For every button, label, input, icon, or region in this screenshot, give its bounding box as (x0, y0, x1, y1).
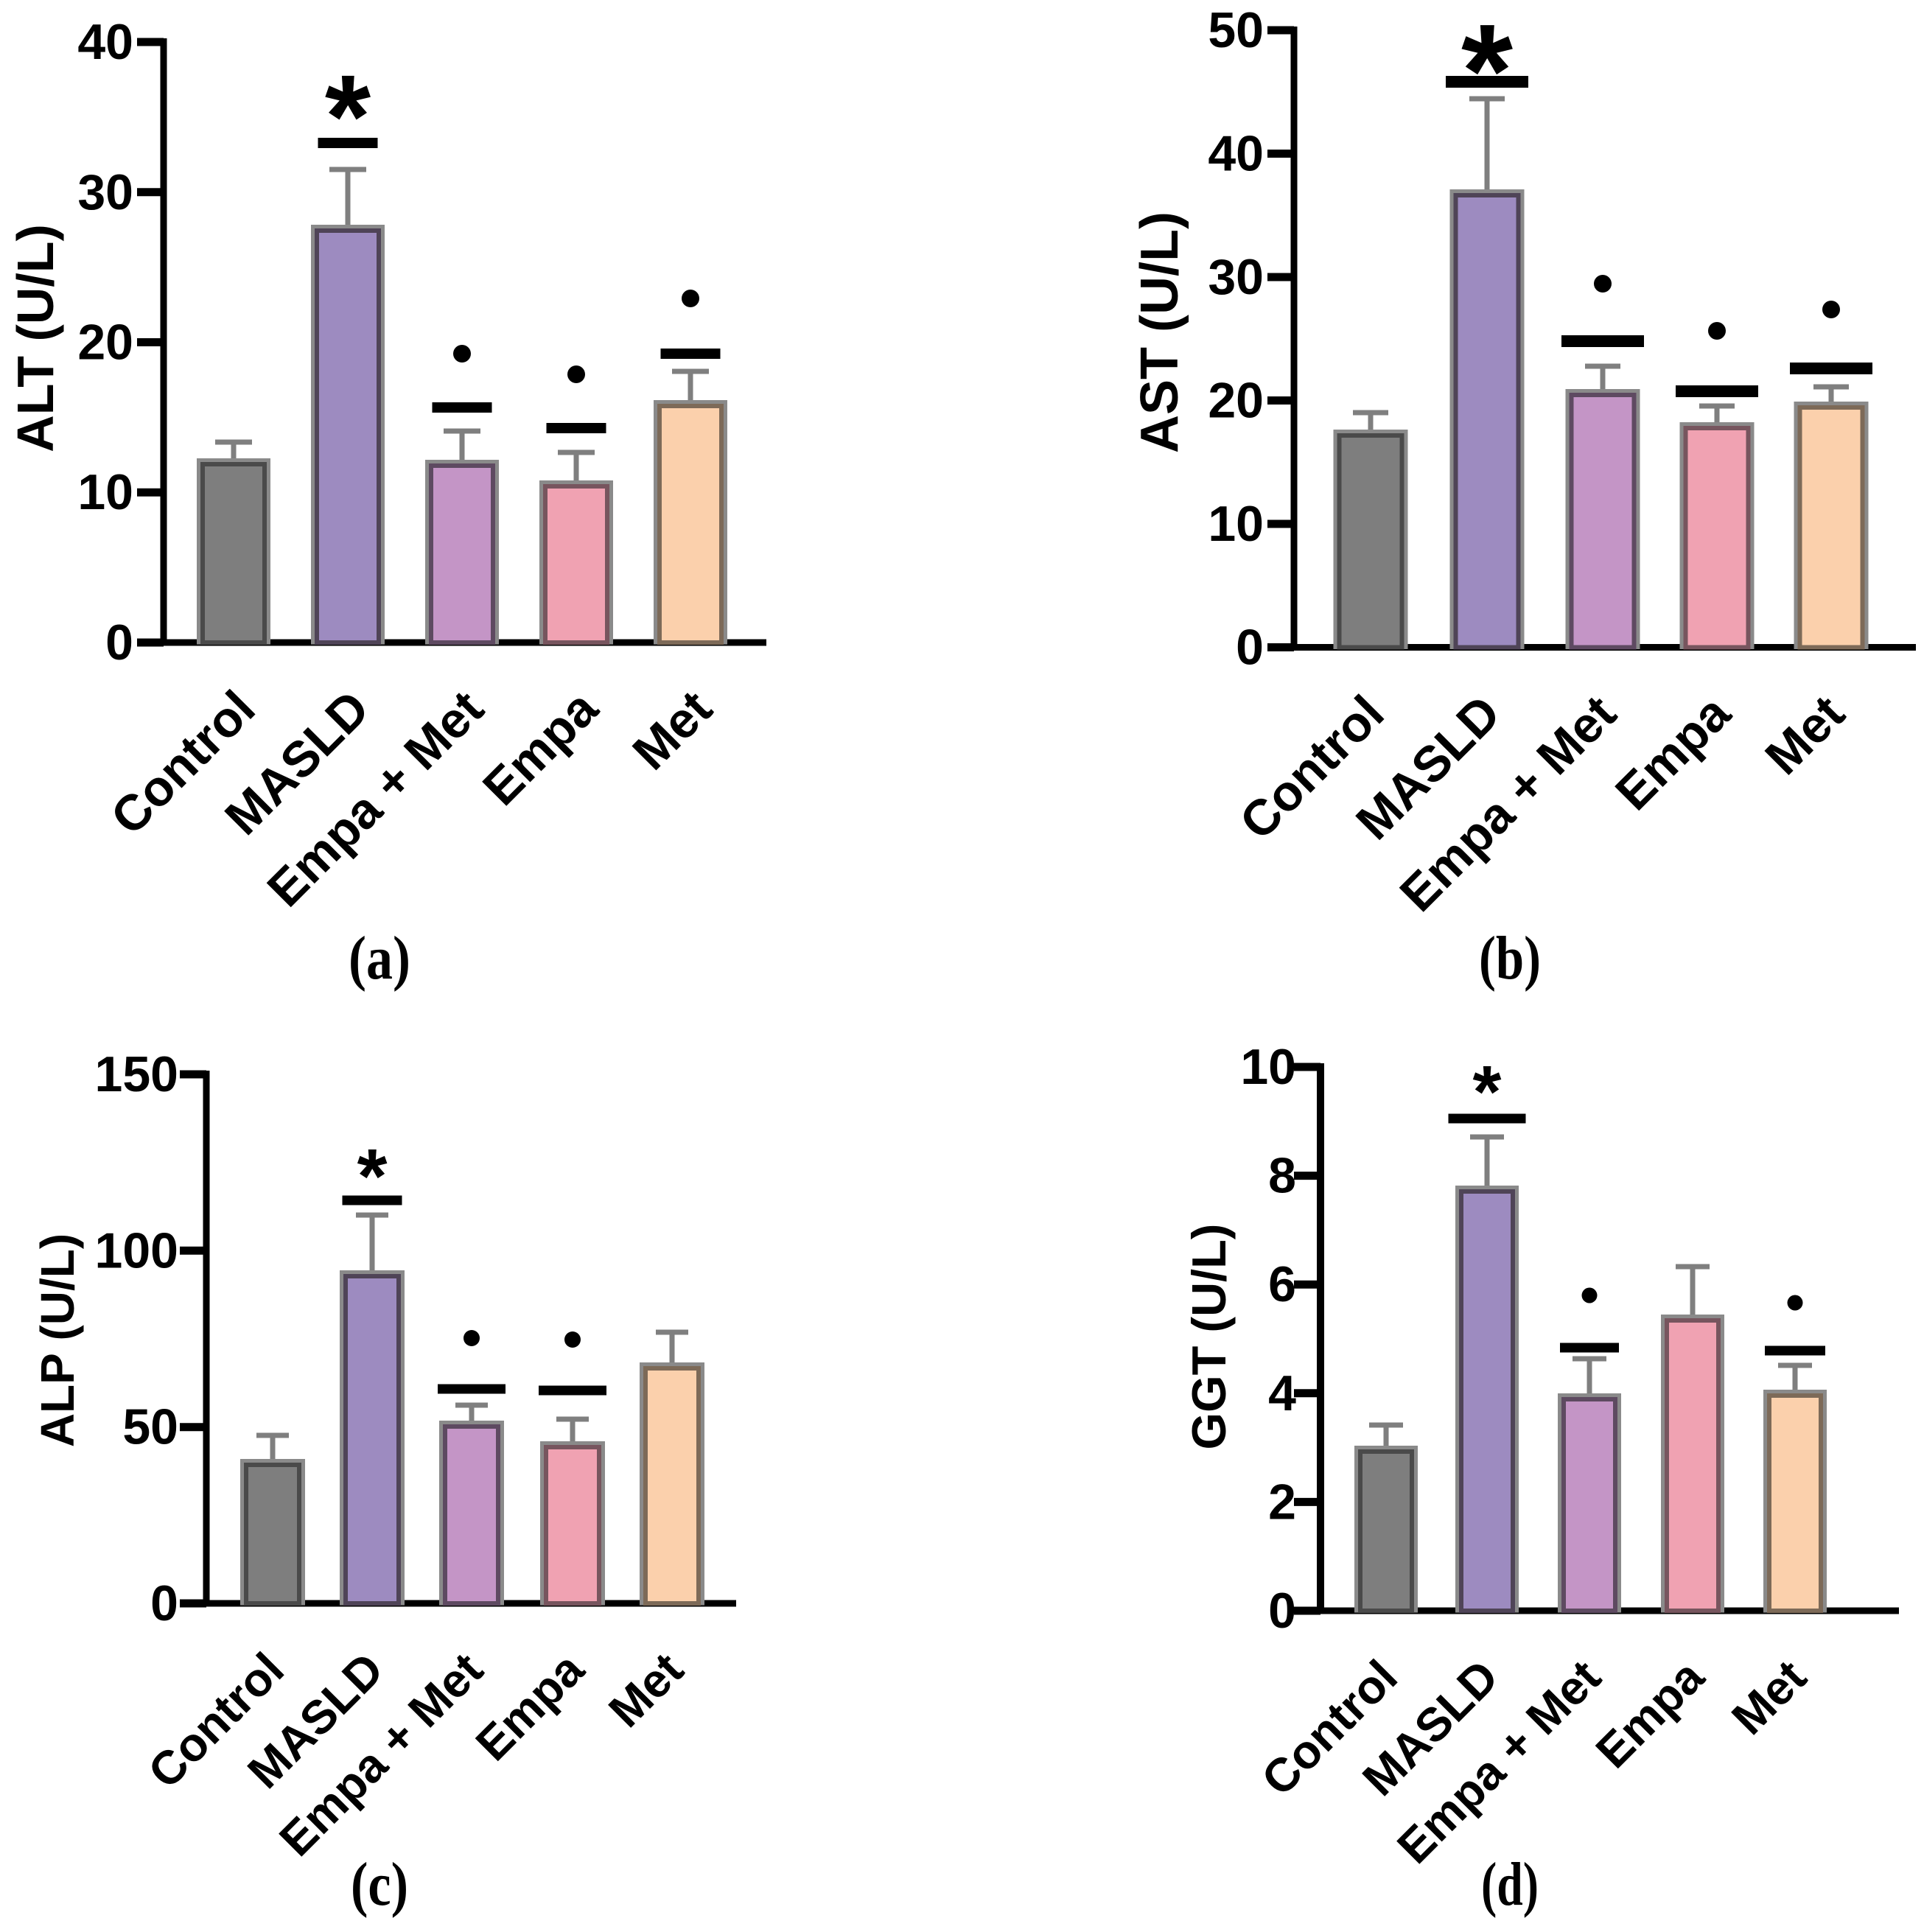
svg-text:*: * (357, 1133, 388, 1219)
svg-text:100: 100 (95, 1222, 178, 1278)
svg-text:10: 10 (1208, 496, 1264, 552)
svg-text:10: 10 (77, 464, 133, 520)
svg-text:20: 20 (1208, 373, 1264, 429)
svg-text:(b): (b) (1479, 924, 1541, 993)
svg-text:50: 50 (1208, 2, 1264, 58)
svg-text:10: 10 (1240, 1039, 1296, 1095)
svg-text:*: * (1461, 0, 1513, 145)
svg-text:0: 0 (150, 1575, 178, 1631)
svg-text:AST (U/L): AST (U/L) (1130, 211, 1189, 453)
svg-text:40: 40 (1208, 126, 1264, 182)
svg-text:(d): (d) (1481, 1850, 1539, 1919)
svg-text:0: 0 (105, 615, 133, 671)
svg-text:(a): (a) (349, 924, 410, 993)
svg-text:*: * (325, 50, 371, 182)
svg-text:8: 8 (1268, 1148, 1296, 1204)
svg-text:20: 20 (77, 315, 133, 371)
svg-text:(c): (c) (351, 1850, 408, 1919)
svg-text:ALP (U/L): ALP (U/L) (31, 1233, 84, 1447)
svg-text:0: 0 (1268, 1583, 1296, 1639)
svg-text:50: 50 (122, 1399, 178, 1455)
svg-text:0: 0 (1236, 620, 1264, 676)
svg-text:4: 4 (1268, 1365, 1296, 1421)
svg-text:ALT (U/L): ALT (U/L) (7, 224, 64, 452)
svg-text:6: 6 (1268, 1256, 1296, 1312)
svg-text:150: 150 (95, 1046, 178, 1102)
svg-text:40: 40 (77, 14, 133, 70)
svg-text:2: 2 (1268, 1474, 1296, 1530)
svg-text:30: 30 (1208, 249, 1264, 305)
svg-text:30: 30 (77, 164, 133, 220)
svg-text:GGT (U/L): GGT (U/L) (1182, 1224, 1236, 1450)
svg-text:*: * (1473, 1051, 1502, 1133)
